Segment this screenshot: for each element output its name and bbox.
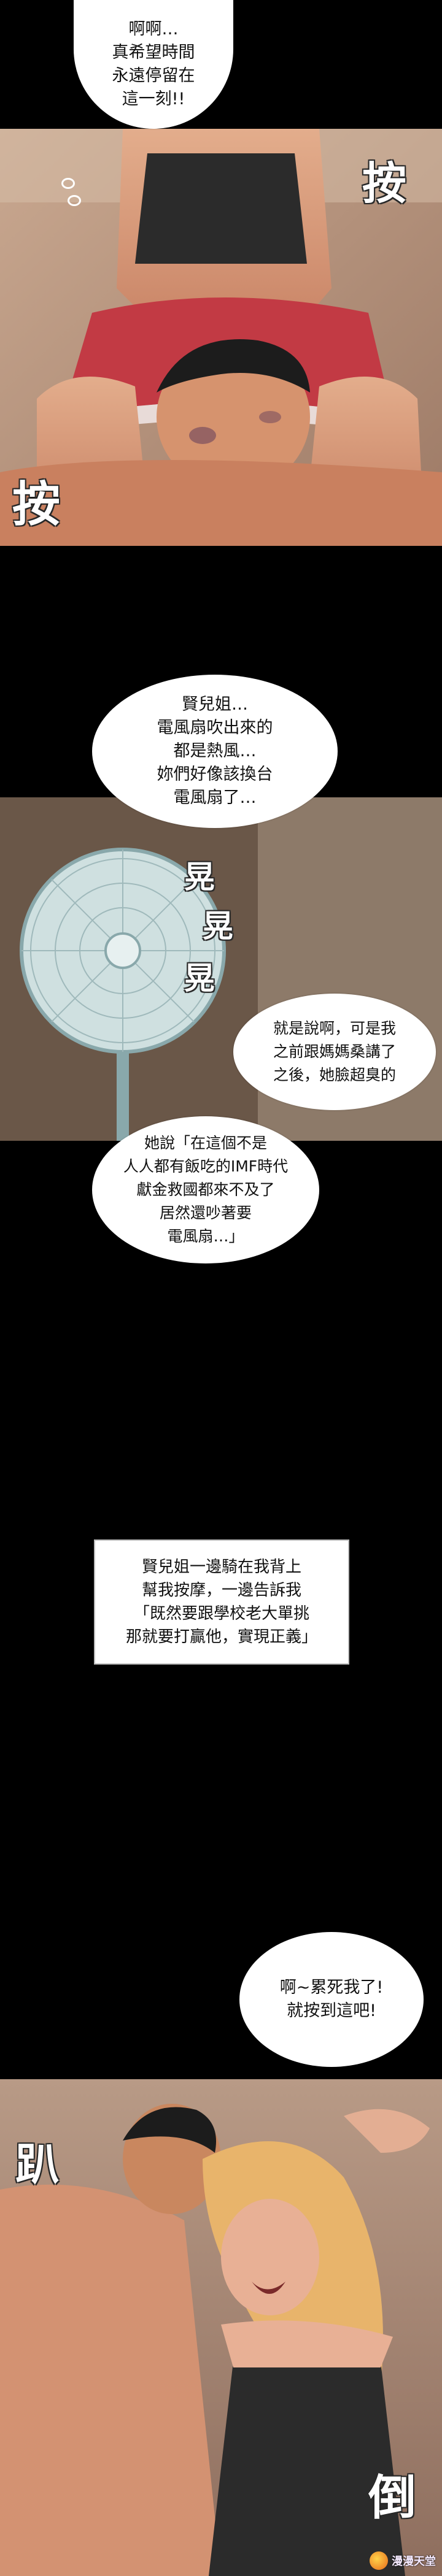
bubble-line: 之前跟媽媽桑講了	[273, 1043, 396, 1060]
speech-bubble-imf: 她說「在這個不是 人人都有飯吃的IMF時代 獻金救國都來不及了 居然還吵著要 電…	[92, 1116, 319, 1263]
bubble-line: 就是說啊，可是我	[273, 1019, 396, 1037]
bubble-line: 電風扇了…	[173, 788, 257, 807]
narration-line: 賢兒姐一邊騎在我背上	[141, 1558, 301, 1576]
panel-art-massage	[0, 129, 442, 546]
speech-bubble-tired: 啊~累死我了! 就按到這吧!	[239, 1932, 424, 2067]
watermark-logo-icon	[370, 2551, 388, 2570]
bubble-line: 居然還吵著要	[159, 1204, 252, 1222]
narration-line: 那就要打贏他，實現正義」	[125, 1628, 317, 1646]
bubble-line: 她說「在這個不是	[144, 1134, 267, 1152]
watermark-text: 漫漫天堂	[392, 2555, 436, 2568]
narration-line: 幫我按摩，一邊告訴我	[141, 1581, 301, 1600]
bubble-line: 真希望時間	[112, 43, 195, 62]
panel-massage-top: 啊啊… 真希望時間 永遠停留在 這一刻!! 按 按	[0, 0, 442, 546]
sfx-shake-2: 晃	[203, 908, 233, 944]
site-watermark: 漫漫天堂	[370, 2551, 436, 2570]
speech-bubble-fan-complaint: 賢兒姐… 電風扇吹出來的 都是熱風… 妳們好像該換台 電風扇了…	[92, 675, 338, 828]
panel-art-collapse	[0, 2079, 442, 2576]
bubble-line: 都是熱風…	[173, 742, 257, 761]
sfx-shake-3: 晃	[184, 960, 215, 996]
sfx-collapse-right: 倒	[368, 2470, 417, 2526]
panel-art-fan	[0, 797, 442, 1141]
narration-box: 賢兒姐一邊騎在我背上 幫我按摩，一邊告訴我 「既然要跟學校老大單挑 那就要打贏他…	[94, 1539, 349, 1665]
bubble-line: 人人都有飯吃的IMF時代	[123, 1157, 289, 1175]
bubble-line: 就按到這吧!	[287, 2001, 376, 2020]
bubble-line: 之後，她臉超臭的	[273, 1066, 396, 1084]
speech-bubble-mama-san: 就是說啊，可是我 之前跟媽媽桑講了 之後，她臉超臭的	[233, 994, 436, 1110]
sfx-shake-1: 晃	[184, 859, 215, 895]
sfx-slump-left: 趴	[15, 2138, 60, 2190]
bubble-line: 啊啊…	[128, 20, 179, 39]
bubble-line: 啊~累死我了!	[279, 1978, 384, 1997]
narration-line: 「既然要跟學校老大單挑	[133, 1604, 309, 1623]
bubble-line: 這一刻!!	[122, 90, 185, 109]
bubble-line: 賢兒姐…	[182, 695, 248, 714]
panel-fan: 賢兒姐… 電風扇吹出來的 都是熱風… 妳們好像該換台 電風扇了… 晃 晃 晃 就…	[0, 675, 442, 1270]
bubble-line: 電風扇…」	[167, 1227, 244, 1245]
sfx-press-left: 按	[12, 477, 61, 532]
bubble-line: 電風扇吹出來的	[157, 718, 273, 737]
speech-bubble-wish: 啊啊… 真希望時間 永遠停留在 這一刻!!	[74, 0, 233, 129]
bubble-line: 妳們好像該換台	[157, 765, 273, 784]
bubble-line: 永遠停留在	[112, 66, 195, 85]
panel-collapse: 啊~累死我了! 就按到這吧! 趴 倒 漫漫天堂	[0, 1932, 442, 2576]
sparkle-marks	[61, 178, 86, 227]
sfx-press-right: 按	[362, 157, 407, 209]
bubble-line: 獻金救國都來不及了	[136, 1181, 275, 1198]
